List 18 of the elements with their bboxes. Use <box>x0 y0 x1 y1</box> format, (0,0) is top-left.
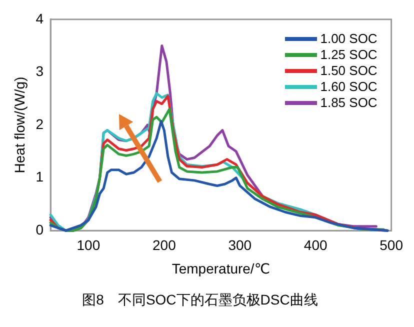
x-tick-label: 500 <box>380 236 404 253</box>
legend-label: 1.00 SOC <box>320 31 378 48</box>
x-axis-title: Temperature/℃ <box>172 260 270 277</box>
legend-label: 1.25 SOC <box>320 47 378 64</box>
y-tick-label: 2 <box>36 116 44 132</box>
y-tick-label: 1 <box>36 168 44 185</box>
y-tick-label: 4 <box>36 10 44 26</box>
legend-label: 1.85 SOC <box>320 95 378 112</box>
x-tick-label: 400 <box>304 236 328 253</box>
x-tick-label: 300 <box>228 236 252 253</box>
y-tick-label: 0 <box>36 221 44 238</box>
x-tick-label: 200 <box>152 236 176 253</box>
text: 图8 不同SOC下的石墨负极DSC曲线 <box>82 291 318 308</box>
legend-label: 1.50 SOC <box>320 63 378 80</box>
legend-label: 1.60 SOC <box>320 79 378 96</box>
x-tick-label: 100 <box>76 236 100 253</box>
y-tick-label: 3 <box>36 63 44 80</box>
y-axis-title: Heat flow/(W/g) <box>11 76 28 174</box>
